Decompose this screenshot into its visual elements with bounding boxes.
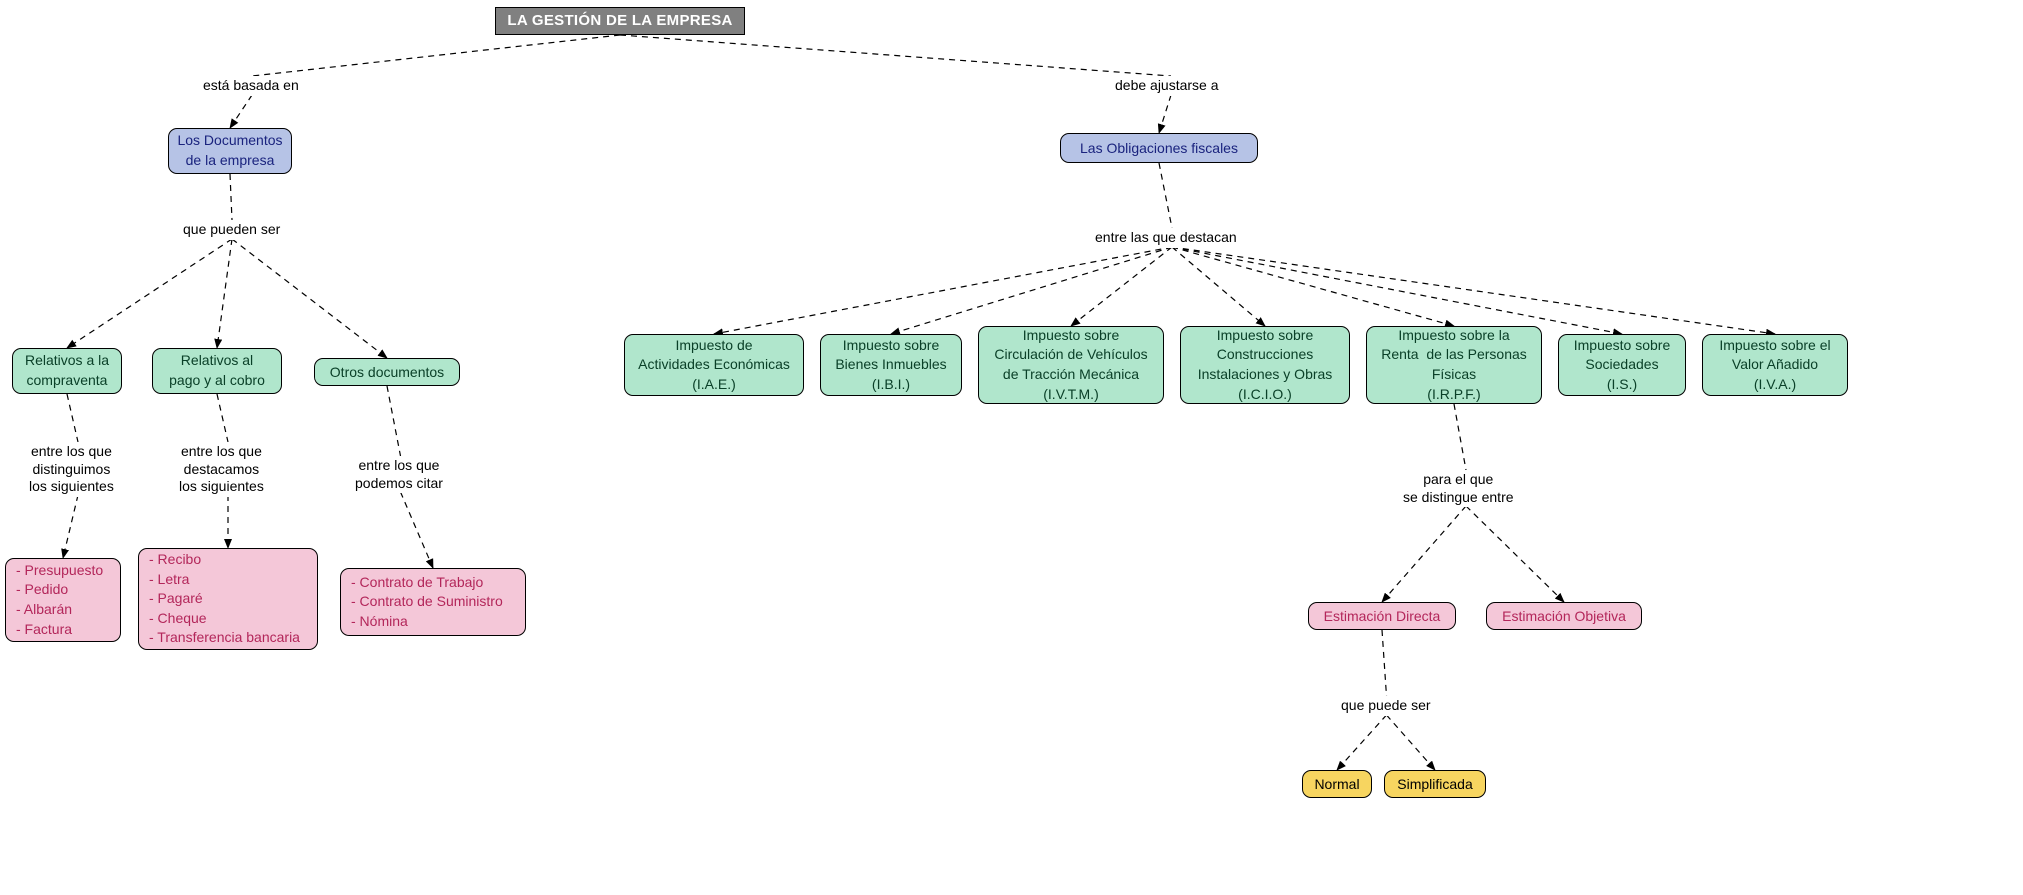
root-label: LA GESTIÓN DE LA EMPRESA	[507, 12, 732, 30]
node-is: Impuesto sobre Sociedades (I.S.)	[1558, 334, 1686, 396]
node-oblig-label: Las Obligaciones fiscales	[1080, 140, 1238, 157]
node-ibi-label: Impuesto sobre Bienes Inmuebles (I.B.I.)	[835, 336, 946, 395]
node-otros-label: Otros documentos	[330, 364, 444, 381]
root-node: LA GESTIÓN DE LA EMPRESA	[495, 7, 745, 35]
edge-label-citar: entre los que podemos citar	[352, 456, 446, 493]
node-pago-items: - Recibo - Letra - Pagaré - Cheque - Tra…	[138, 548, 318, 650]
node-ibi: Impuesto sobre Bienes Inmuebles (I.B.I.)	[820, 334, 962, 396]
node-icio-label: Impuesto sobre Construcciones Instalacio…	[1198, 326, 1333, 404]
node-ivtm-label: Impuesto sobre Circulación de Vehículos …	[994, 326, 1147, 404]
node-oblig: Las Obligaciones fiscales	[1060, 133, 1258, 163]
node-simpl: Simplificada	[1384, 770, 1486, 798]
node-iva: Impuesto sobre el Valor Añadido (I.V.A.)	[1702, 334, 1848, 396]
edge-label-puedeser: que puede ser	[1338, 696, 1434, 716]
node-irpf-label: Impuesto sobre la Renta de las Personas …	[1381, 326, 1527, 404]
edge-label-dist2: entre los que destacamos los siguientes	[176, 442, 267, 497]
node-simpl-label: Simplificada	[1397, 776, 1472, 793]
node-compra-items-label: - Presupuesto - Pedido - Albarán - Factu…	[16, 561, 103, 639]
node-docs-label: Los Documentos de la empresa	[177, 131, 282, 170]
node-docs: Los Documentos de la empresa	[168, 128, 292, 174]
node-is-label: Impuesto sobre Sociedades (I.S.)	[1574, 336, 1671, 395]
edge-label-dist1: entre los que distinguimos los siguiente…	[26, 442, 117, 497]
edge-label-pueden: que pueden ser	[180, 220, 283, 240]
node-est-dir: Estimación Directa	[1308, 602, 1456, 630]
node-iae-label: Impuesto de Actividades Económicas (I.A.…	[638, 336, 790, 395]
node-pago-items-label: - Recibo - Letra - Pagaré - Cheque - Tra…	[149, 550, 300, 648]
node-normal: Normal	[1302, 770, 1372, 798]
edge-label-ajustarse: debe ajustarse a	[1112, 76, 1222, 96]
node-otros: Otros documentos	[314, 358, 460, 386]
node-normal-label: Normal	[1314, 776, 1359, 793]
node-est-obj: Estimación Objetiva	[1486, 602, 1642, 630]
node-est-obj-label: Estimación Objetiva	[1502, 608, 1626, 625]
node-otros-items-label: - Contrato de Trabajo - Contrato de Sumi…	[351, 573, 503, 632]
edge-label-destacan: entre las que destacan	[1092, 228, 1240, 248]
node-iva-label: Impuesto sobre el Valor Añadido (I.V.A.)	[1719, 336, 1830, 395]
node-compra-items: - Presupuesto - Pedido - Albarán - Factu…	[5, 558, 121, 642]
node-icio: Impuesto sobre Construcciones Instalacio…	[1180, 326, 1350, 404]
node-ivtm: Impuesto sobre Circulación de Vehículos …	[978, 326, 1164, 404]
node-otros-items: - Contrato de Trabajo - Contrato de Sumi…	[340, 568, 526, 636]
edge-label-basada: está basada en	[200, 76, 302, 96]
node-rel-pago: Relativos al pago y al cobro	[152, 348, 282, 394]
node-rel-pago-label: Relativos al pago y al cobro	[169, 351, 265, 390]
edge-label-paraelque: para el que se distingue entre	[1400, 470, 1517, 507]
node-est-dir-label: Estimación Directa	[1324, 608, 1441, 625]
edge-layer	[0, 0, 2023, 895]
node-rel-compraventa: Relativos a la compraventa	[12, 348, 122, 394]
node-rel-compraventa-label: Relativos a la compraventa	[25, 351, 109, 390]
node-irpf: Impuesto sobre la Renta de las Personas …	[1366, 326, 1542, 404]
node-iae: Impuesto de Actividades Económicas (I.A.…	[624, 334, 804, 396]
